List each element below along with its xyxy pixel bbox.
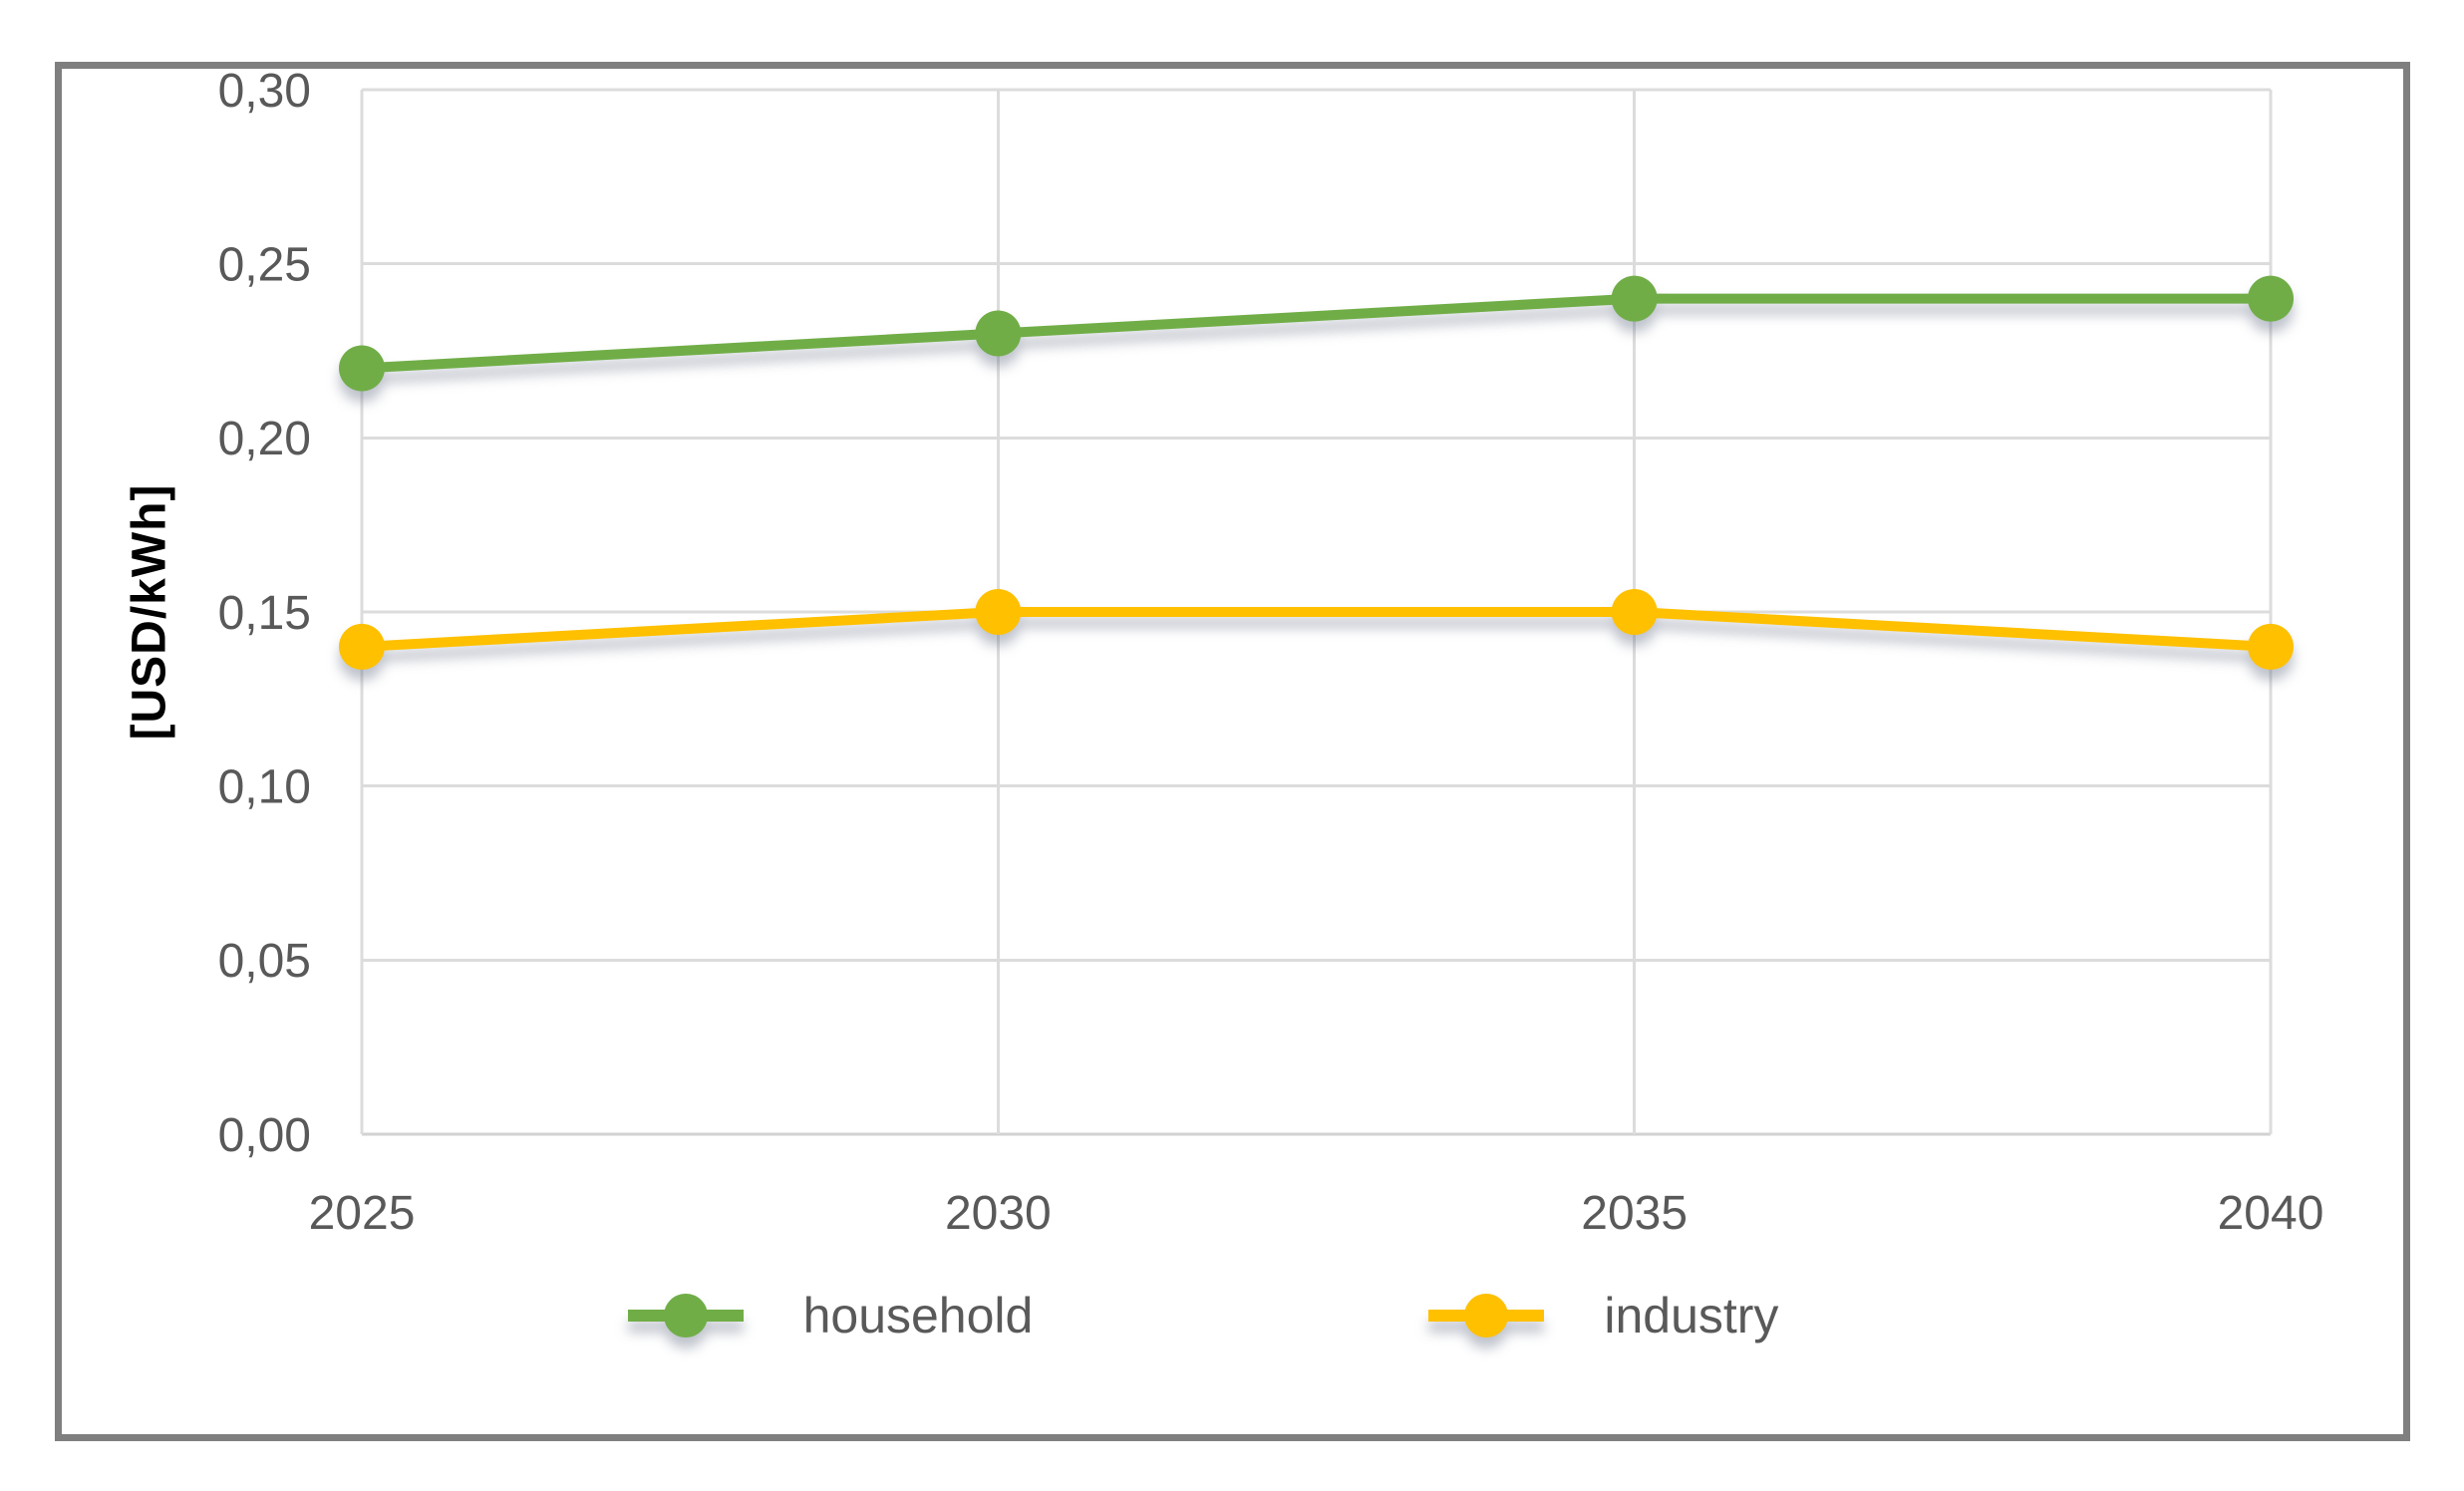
y-axis-tick-label: 0,10: [218, 760, 311, 813]
data-point-industry-2035: [1611, 589, 1658, 635]
data-point-industry-2030: [975, 589, 1022, 635]
legend-item-industry: industry: [1426, 1284, 1778, 1347]
legend-marker-household-icon: [627, 1294, 744, 1338]
chart-legend: household industry: [0, 1284, 2404, 1347]
series-household: [339, 275, 2294, 392]
y-axis-tick-label: 0,25: [218, 238, 311, 291]
chart-border: [55, 62, 2410, 1441]
x-axis-tick-label: 2030: [945, 1187, 1052, 1240]
data-point-household-2035: [1611, 275, 1658, 322]
x-axis-tick-label: 2035: [1581, 1187, 1688, 1240]
legend-dot: [1464, 1294, 1509, 1338]
data-point-household-2025: [339, 345, 385, 392]
y-axis-tick-label: 0,15: [218, 587, 311, 640]
data-point-industry-2040: [2248, 623, 2294, 670]
series-line-industry: [357, 607, 2276, 652]
data-point-household-2030: [975, 310, 1022, 357]
legend-item-household: household: [626, 1284, 1034, 1347]
y-axis-title: [USD/kWh]: [123, 483, 176, 741]
legend-marker-industry-icon: [1428, 1294, 1545, 1338]
legend-dot: [663, 1294, 708, 1338]
x-axis-tick-label: 2025: [309, 1187, 416, 1240]
data-point-household-2040: [2248, 275, 2294, 322]
y-axis-tick-label: 0,30: [218, 65, 311, 118]
x-axis-tick-label: 2040: [2218, 1187, 2324, 1240]
data-point-industry-2025: [339, 623, 385, 670]
series-line-household: [357, 293, 2276, 374]
legend-label-industry: industry: [1604, 1288, 1779, 1343]
y-axis-tick-label: 0,00: [218, 1109, 311, 1162]
series-industry: [339, 589, 2294, 670]
y-axis-tick-label: 0,20: [218, 413, 311, 465]
legend-label-household: household: [802, 1288, 1034, 1343]
y-axis-tick-label: 0,05: [218, 935, 311, 988]
